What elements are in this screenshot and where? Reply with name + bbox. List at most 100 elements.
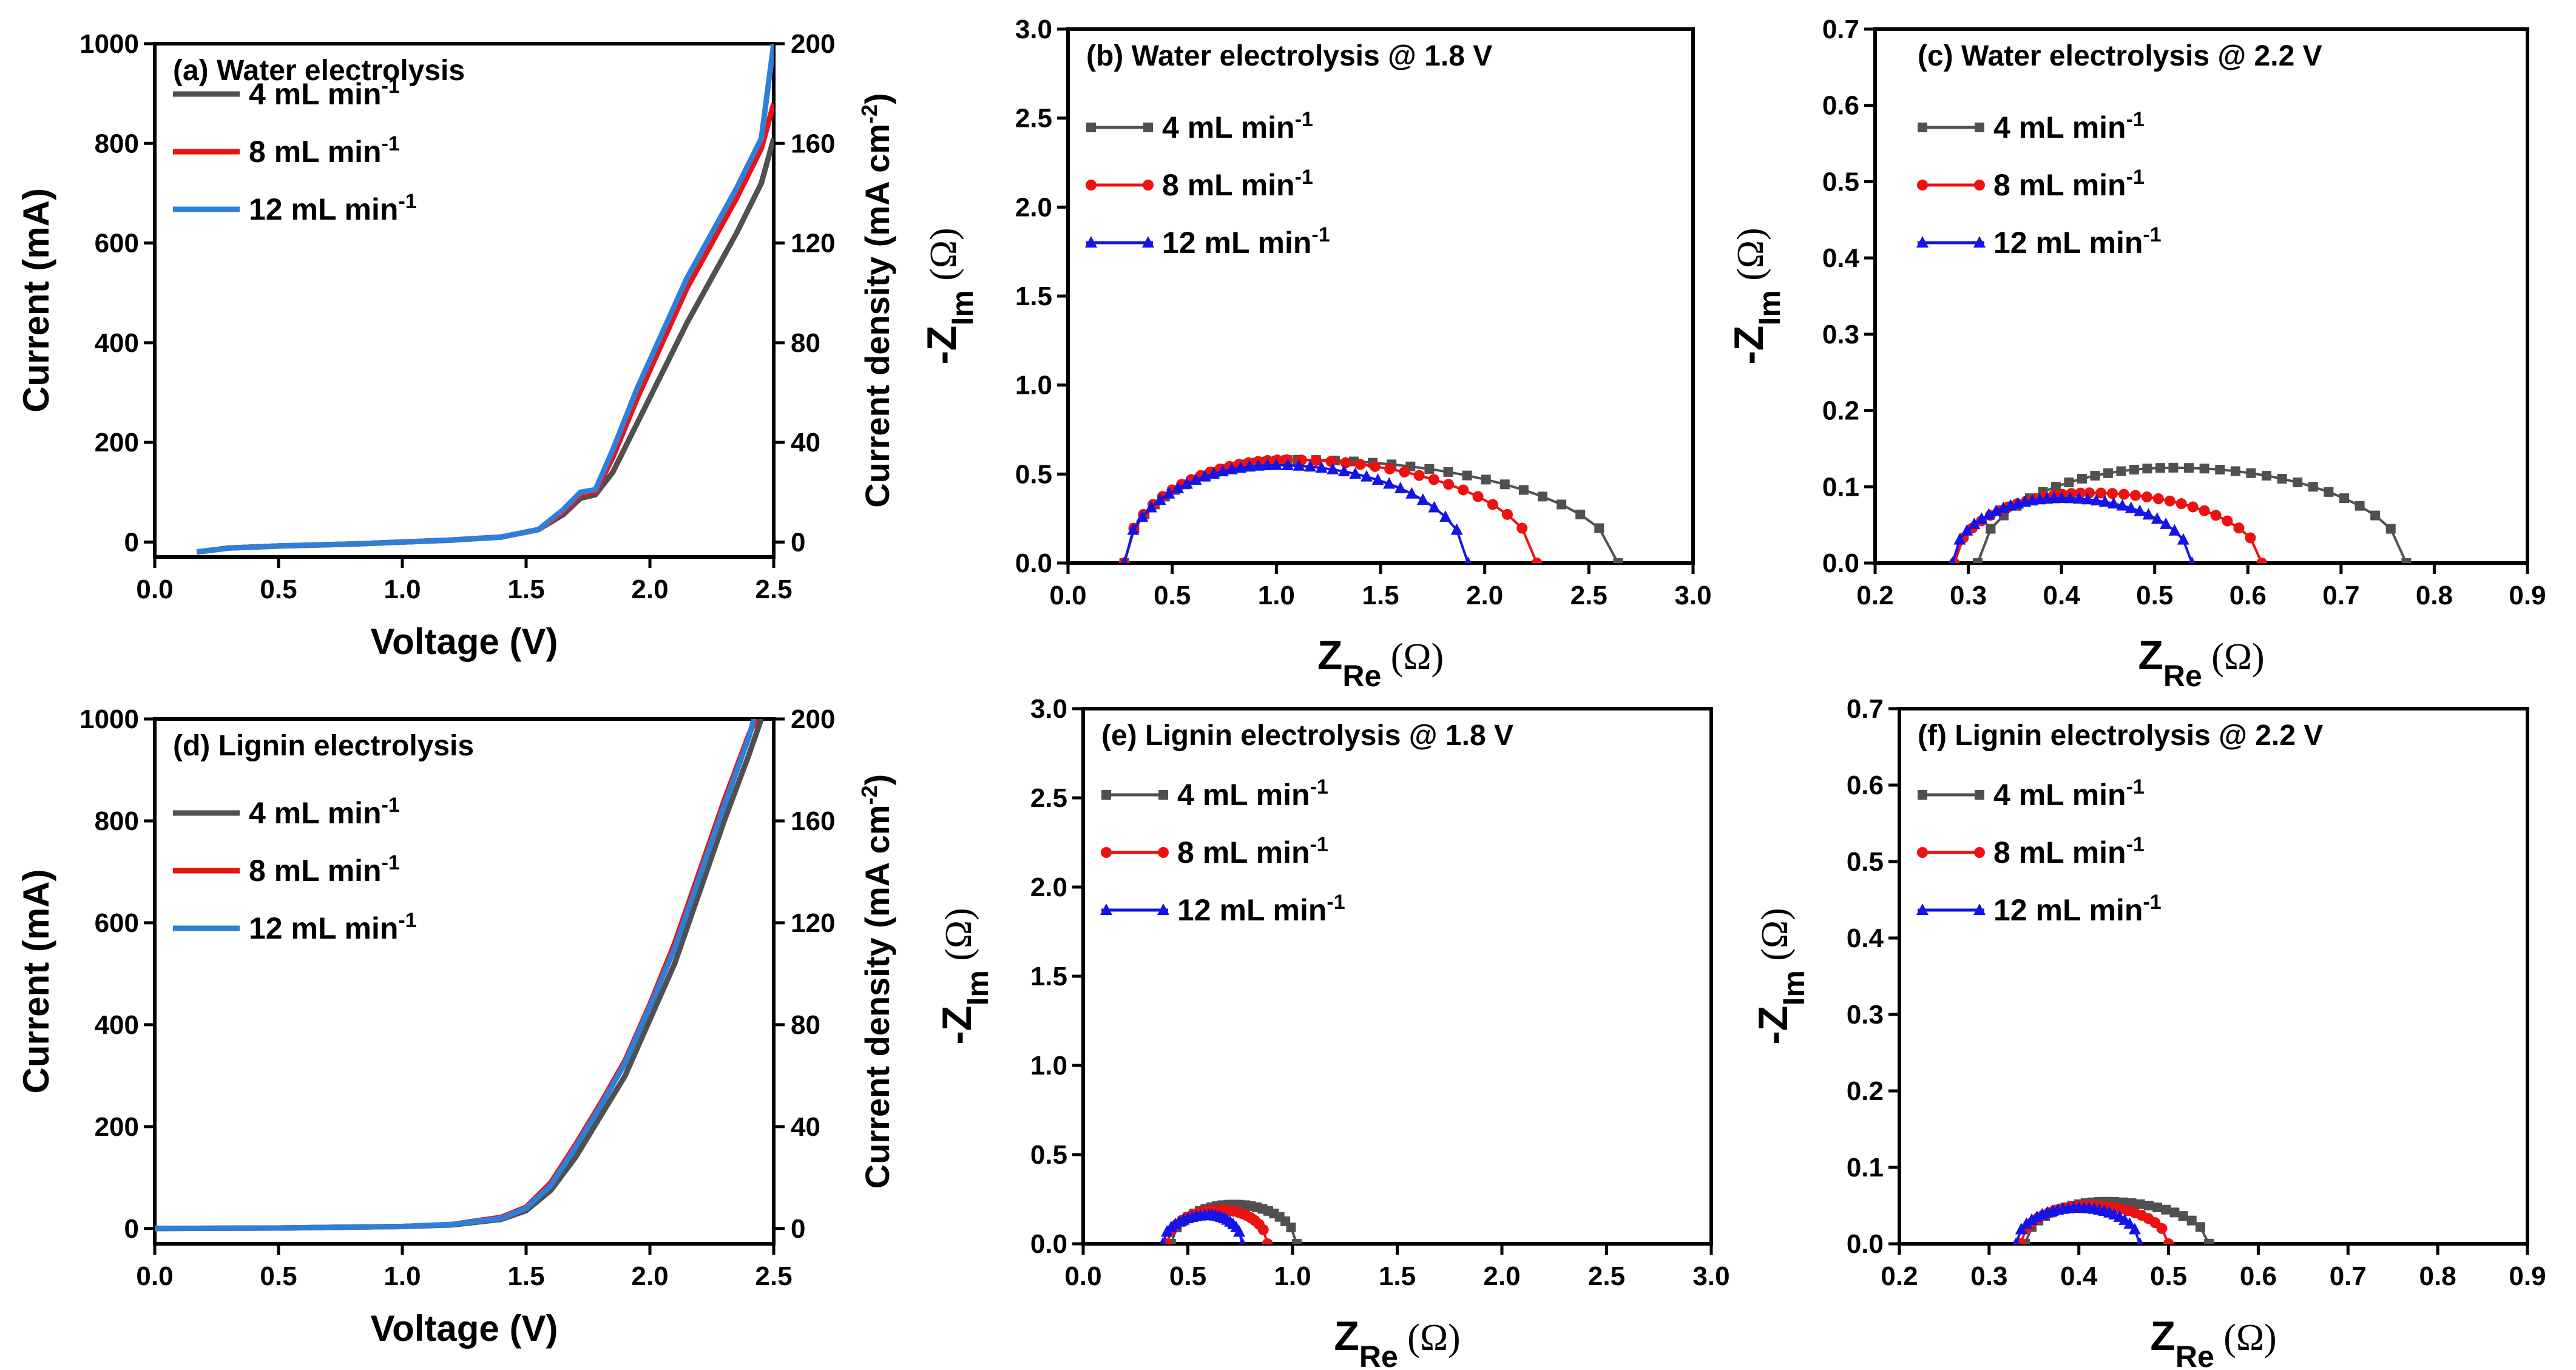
legend-label-base: 12 mL min (1177, 893, 1327, 927)
data-point (2116, 499, 2129, 511)
legend-label: 12 mL min-1 (249, 909, 417, 945)
panel-title: (a) Water electrolysis (173, 55, 465, 87)
data-point (2188, 556, 2196, 563)
data-point (2055, 491, 2068, 504)
data-point (2012, 1237, 2020, 1244)
legend-marker (1916, 903, 1929, 915)
panel-e: 0.0 0.5 1.0 1.5 2.0 2.5 3.0 0.0 0.5 1.0 1.5 2.0 2.5 3… (934, 694, 1730, 1370)
legend-label-base: 4 mL min (249, 77, 382, 111)
x-tick-label: 2.0 (1483, 1261, 1520, 1291)
data-point (1428, 501, 1441, 513)
legend-label: 12 mL min-1 (1993, 891, 2162, 927)
x-tick-label: 0.4 (2043, 581, 2081, 610)
legend-label-base: 8 mL min (249, 135, 382, 169)
y-axis-title-sub: Im (945, 290, 979, 325)
x-axis-title-base: Z (2150, 1313, 2175, 1359)
data-point (1990, 504, 2003, 516)
data-point (2256, 558, 2268, 563)
x-tick-label: 0.5 (1154, 581, 1191, 610)
y2-tick-label: 200 (791, 29, 835, 59)
panel-title: (e) Lignin electrolysis @ 1.8 V (1101, 720, 1513, 752)
data-point (1239, 1237, 1246, 1244)
data-point (2072, 492, 2085, 504)
legend-marker (1101, 847, 1112, 858)
legend-marker (1086, 123, 1096, 132)
y-tick-label: 3.0 (1030, 694, 1067, 724)
y-tick-label: 0.4 (1822, 243, 1860, 273)
data-point (2204, 1239, 2214, 1244)
data-point (1516, 522, 1528, 534)
x-tick-label: 0.3 (1950, 581, 1987, 610)
data-point (2098, 495, 2111, 507)
plot-frame (153, 717, 776, 1246)
data-point (1487, 499, 1498, 510)
y2-tick-label: 120 (791, 229, 835, 258)
legend-label: 4 mL min-1 (1177, 775, 1328, 812)
legend-label-sup: -1 (2126, 108, 2145, 131)
legend-label: 8 mL min-1 (1993, 833, 2145, 869)
y-axis-title-sub: Im (1753, 290, 1787, 325)
x-axis-title: Voltage (V) (371, 621, 558, 662)
y-tick-label: 1000 (79, 29, 139, 59)
legend-marker (1158, 847, 1169, 858)
data-point (2168, 462, 2179, 473)
x-tick-label: 1.0 (1274, 1261, 1311, 1291)
data-point (2178, 1211, 2188, 1221)
x-axis-title-sub: Re (2175, 1340, 2214, 1370)
data-point (2134, 504, 2146, 516)
legend-label: 12 mL min-1 (249, 190, 417, 226)
y-axis-title: Current (mA) (16, 869, 56, 1094)
data-point (2230, 466, 2240, 476)
data-point (1413, 470, 1425, 481)
data-point (1270, 458, 1283, 470)
x-axis-title-sub: Re (2163, 659, 2202, 693)
legend-marker (1086, 180, 1097, 191)
legend-label-sup: -1 (1311, 223, 1330, 246)
panel-title: (c) Water electrolysis @ 2.2 V (1918, 40, 2322, 72)
x-axis-title: ZRe (Ω) (1334, 1313, 1460, 1370)
y-tick-label: 200 (95, 428, 139, 457)
data-point (1120, 556, 1128, 563)
y-axis-title-unit: (Ω) (1730, 228, 1771, 290)
data-point (2308, 482, 2318, 492)
x-tick-label: 0.3 (1970, 1261, 2007, 1291)
y-tick-label: 0.7 (1847, 694, 1884, 724)
data-point (1472, 491, 1484, 502)
y-tick-label: 0.3 (1847, 1000, 1884, 1030)
data-point (1968, 517, 1981, 529)
legend-label: 12 mL min-1 (1177, 891, 1345, 927)
y-tick-label: 0.3 (1822, 320, 1859, 349)
data-point (1458, 484, 1469, 496)
data-point (2324, 487, 2334, 497)
legend-marker (1917, 847, 1928, 858)
data-point (2077, 474, 2087, 484)
y2-tick-label: 160 (791, 129, 835, 158)
x-tick-label: 1.0 (1258, 581, 1295, 610)
data-point (1518, 485, 1529, 495)
legend-label-base: 8 mL min (1993, 168, 2126, 202)
legend-entry-1: 4 mL min-1 (1101, 775, 1328, 812)
legend-marker (1143, 123, 1153, 132)
data-point (2129, 490, 2141, 501)
legend-marker (1918, 123, 1927, 132)
data-point (1163, 487, 1175, 499)
legend-label-sup: -1 (1327, 891, 1345, 914)
legend-label-sup: -1 (2143, 223, 2161, 246)
legend-label-sup: -1 (382, 132, 400, 155)
data-point (1424, 464, 1435, 474)
data-point (2401, 558, 2412, 563)
x-tick-label: 3.0 (1692, 1261, 1729, 1291)
legend-label-sup: -1 (2126, 166, 2145, 189)
legend-label-sup: -1 (382, 794, 400, 817)
x-tick-label: 0.9 (2509, 1261, 2546, 1291)
x-tick-label: 0.5 (2136, 581, 2173, 610)
y-tick-label: 2.0 (1015, 192, 1052, 222)
data-point (1262, 1238, 1273, 1244)
legend-label-sup: -1 (2126, 833, 2145, 856)
y-tick-label: 400 (95, 328, 139, 358)
data-point (1154, 493, 1166, 505)
data-point (2064, 491, 2077, 504)
data-point (1428, 474, 1439, 485)
data-point (1354, 459, 1366, 470)
x-tick-label: 1.5 (1379, 1261, 1416, 1291)
